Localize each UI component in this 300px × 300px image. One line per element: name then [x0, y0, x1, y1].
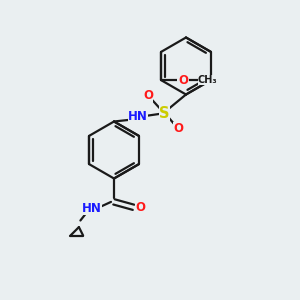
- Text: O: O: [135, 201, 145, 214]
- Text: O: O: [143, 89, 153, 102]
- Text: O: O: [174, 122, 184, 135]
- Text: S: S: [159, 106, 170, 121]
- Text: HN: HN: [82, 202, 101, 215]
- Text: HN: HN: [128, 110, 148, 123]
- Text: O: O: [178, 74, 188, 87]
- Text: CH₃: CH₃: [198, 75, 217, 85]
